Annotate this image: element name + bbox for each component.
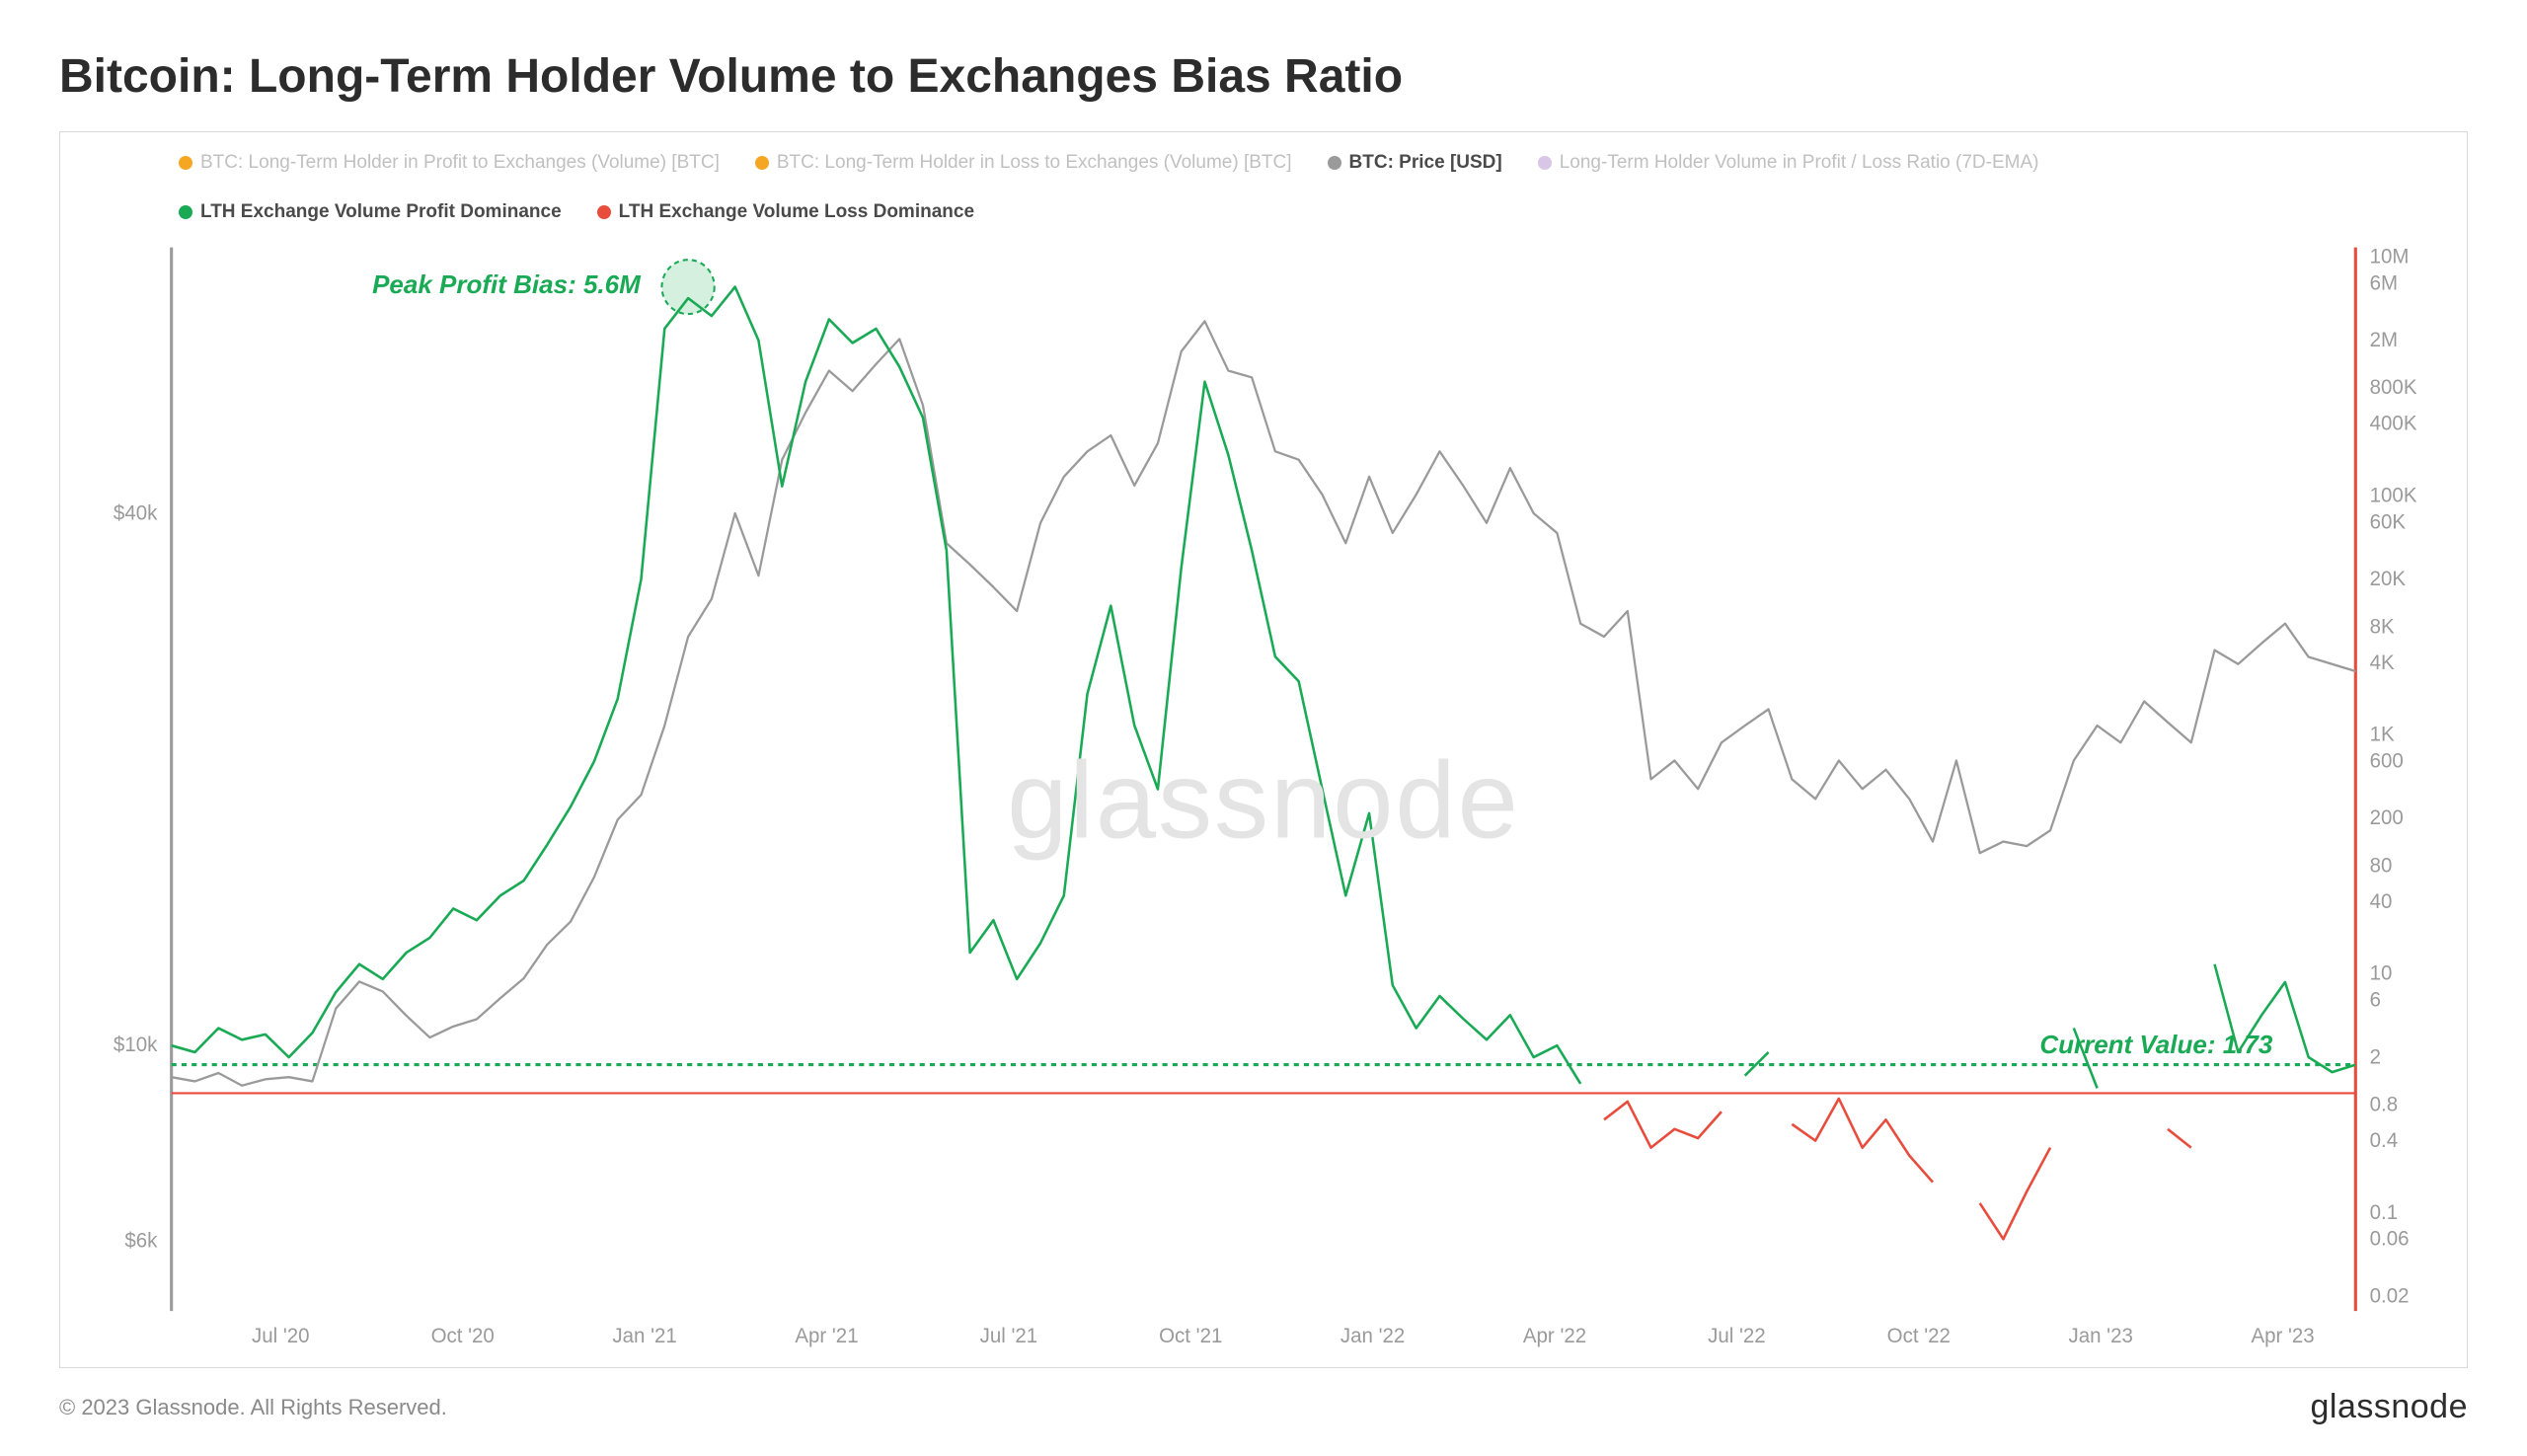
legend-item: LTH Exchange Volume Loss Dominance [597, 201, 974, 223]
legend-item: BTC: Long-Term Holder in Profit to Excha… [179, 152, 720, 174]
current-annotation: Current Value: 1.73 [2039, 1030, 2272, 1060]
svg-text:0.4: 0.4 [2370, 1129, 2398, 1152]
svg-text:40: 40 [2370, 890, 2393, 913]
svg-text:$6k: $6k [124, 1229, 158, 1252]
legend-dot [597, 205, 611, 219]
svg-text:Apr '21: Apr '21 [795, 1325, 858, 1347]
svg-text:$10k: $10k [114, 1034, 158, 1056]
svg-text:6: 6 [2370, 988, 2381, 1011]
legend-label: BTC: Long-Term Holder in Profit to Excha… [200, 152, 720, 174]
svg-text:Jul '21: Jul '21 [980, 1325, 1038, 1347]
legend-item: Long-Term Holder Volume in Profit / Loss… [1538, 152, 2039, 174]
svg-text:8K: 8K [2370, 615, 2395, 638]
svg-text:2M: 2M [2370, 329, 2398, 351]
svg-text:2: 2 [2370, 1045, 2381, 1068]
footer: © 2023 Glassnode. All Rights Reserved. g… [59, 1368, 2468, 1426]
legend-label: BTC: Price [USD] [1349, 152, 1502, 174]
legend-label: Long-Term Holder Volume in Profit / Loss… [1560, 152, 2039, 174]
svg-text:Apr '23: Apr '23 [2251, 1325, 2314, 1347]
svg-text:200: 200 [2370, 806, 2404, 829]
chart-svg: $6k $10k $40k 0.02 0.06 0.1 0.4 0.8 2 6 10 40 80 200 6… [60, 237, 2467, 1363]
plot-area: glassnode $6k$10k$40k0.020.060.10.40.826… [60, 237, 2467, 1363]
brand-logo: glassnode [2310, 1388, 2468, 1426]
svg-text:Jan '23: Jan '23 [2068, 1325, 2132, 1347]
legend-dot [179, 205, 192, 219]
svg-text:0.02: 0.02 [2370, 1284, 2410, 1307]
svg-text:600: 600 [2370, 749, 2404, 772]
svg-text:Jan '22: Jan '22 [1340, 1325, 1405, 1347]
svg-text:4K: 4K [2370, 651, 2395, 673]
svg-text:Apr '22: Apr '22 [1523, 1325, 1586, 1347]
svg-text:Oct '20: Oct '20 [431, 1325, 495, 1347]
legend-label: LTH Exchange Volume Loss Dominance [619, 201, 974, 223]
svg-text:0.1: 0.1 [2370, 1201, 2398, 1224]
copyright: © 2023 Glassnode. All Rights Reserved. [59, 1395, 447, 1420]
svg-text:Jul '20: Jul '20 [252, 1325, 310, 1347]
svg-text:400K: 400K [2370, 412, 2417, 434]
svg-text:0.06: 0.06 [2370, 1227, 2410, 1250]
legend-dot [1328, 156, 1341, 170]
legend-dot [755, 156, 769, 170]
page-title: Bitcoin: Long-Term Holder Volume to Exch… [59, 49, 2468, 104]
svg-text:10M: 10M [2370, 245, 2410, 268]
svg-text:20K: 20K [2370, 568, 2407, 590]
svg-text:Oct '22: Oct '22 [1887, 1325, 1951, 1347]
legend-dot [179, 156, 192, 170]
legend-item: BTC: Price [USD] [1328, 152, 1502, 174]
legend-label: BTC: Long-Term Holder in Loss to Exchang… [777, 152, 1292, 174]
legend-item: LTH Exchange Volume Profit Dominance [179, 201, 562, 223]
svg-text:100K: 100K [2370, 484, 2417, 506]
svg-text:Jul '22: Jul '22 [1708, 1325, 1766, 1347]
legend-item: BTC: Long-Term Holder in Loss to Exchang… [755, 152, 1292, 174]
svg-text:10: 10 [2370, 961, 2393, 984]
legend-dot [1538, 156, 1552, 170]
svg-text:1K: 1K [2370, 723, 2395, 745]
legend-label: LTH Exchange Volume Profit Dominance [200, 201, 562, 223]
svg-text:800K: 800K [2370, 376, 2417, 399]
legend: BTC: Long-Term Holder in Profit to Excha… [60, 152, 2467, 237]
svg-text:6M: 6M [2370, 271, 2398, 294]
peak-annotation: Peak Profit Bias: 5.6M [372, 269, 641, 300]
svg-text:60K: 60K [2370, 510, 2407, 533]
svg-text:Jan '21: Jan '21 [612, 1325, 676, 1347]
svg-text:$40k: $40k [114, 501, 158, 524]
chart-container: BTC: Long-Term Holder in Profit to Excha… [59, 131, 2468, 1368]
svg-text:Oct '21: Oct '21 [1159, 1325, 1222, 1347]
svg-text:0.8: 0.8 [2370, 1093, 2398, 1115]
svg-text:80: 80 [2370, 854, 2393, 877]
